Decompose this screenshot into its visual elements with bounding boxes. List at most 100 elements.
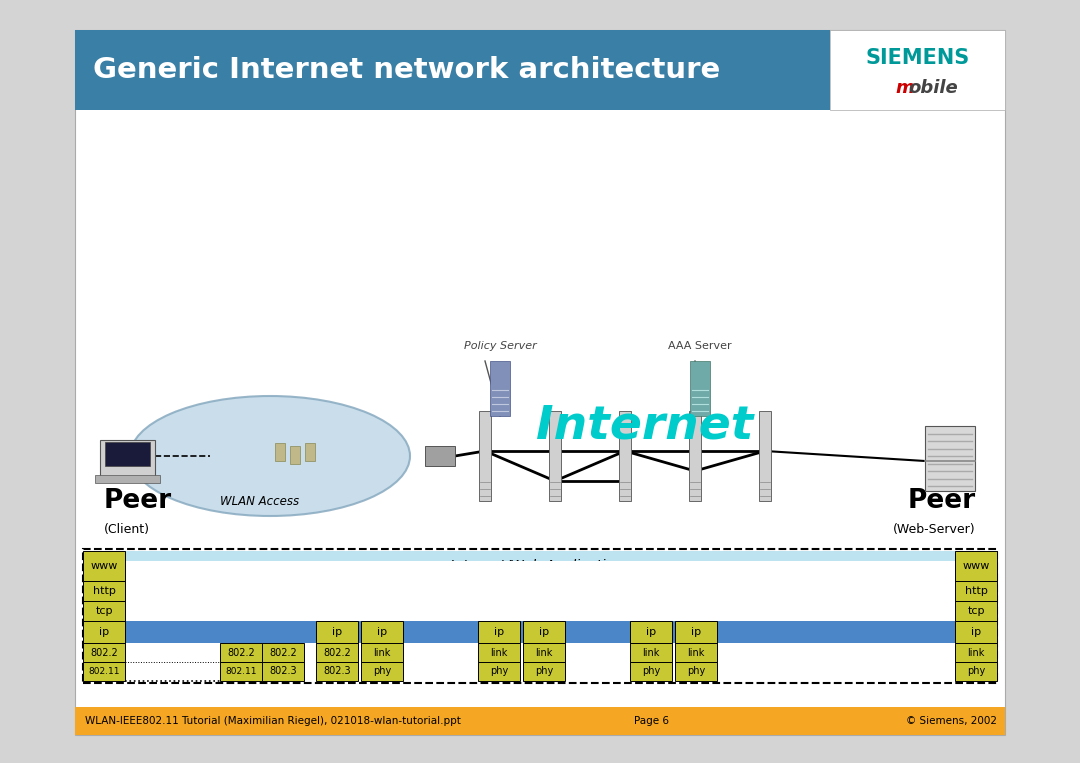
Bar bbox=[83, 551, 997, 581]
Bar bbox=[955, 662, 997, 681]
Text: 802.2: 802.2 bbox=[90, 648, 118, 658]
Text: WLAN Access: WLAN Access bbox=[220, 495, 299, 508]
Bar bbox=[490, 361, 510, 416]
Text: http: http bbox=[93, 586, 116, 596]
Text: ip: ip bbox=[377, 627, 387, 637]
Bar bbox=[630, 621, 672, 643]
Text: 802.2: 802.2 bbox=[227, 648, 255, 658]
Bar bbox=[291, 446, 300, 464]
Bar bbox=[690, 361, 710, 416]
Text: tcp: tcp bbox=[95, 606, 112, 616]
Text: ip: ip bbox=[971, 627, 981, 637]
Text: http: http bbox=[964, 586, 987, 596]
Text: ip: ip bbox=[99, 627, 109, 637]
Text: 802.2: 802.2 bbox=[269, 648, 297, 658]
Bar bbox=[630, 643, 672, 662]
Bar bbox=[83, 601, 125, 621]
Bar bbox=[83, 643, 125, 662]
Bar bbox=[924, 426, 975, 491]
Bar bbox=[83, 621, 125, 643]
Text: www: www bbox=[91, 561, 118, 571]
Bar bbox=[630, 662, 672, 681]
Text: Internet: Internet bbox=[537, 404, 754, 449]
Bar bbox=[523, 621, 565, 643]
Bar bbox=[83, 551, 125, 581]
Text: ip: ip bbox=[646, 627, 656, 637]
Bar bbox=[316, 662, 357, 681]
Bar bbox=[75, 30, 1005, 735]
Text: © Siemens, 2002: © Siemens, 2002 bbox=[906, 716, 997, 726]
Text: Generic Internet network architecture: Generic Internet network architecture bbox=[93, 56, 720, 84]
Bar bbox=[83, 549, 997, 683]
Bar bbox=[955, 601, 997, 621]
Text: Internet/Web Applications: Internet/Web Applications bbox=[450, 559, 630, 573]
Text: phy: phy bbox=[373, 667, 391, 677]
Bar bbox=[478, 643, 519, 662]
Text: phy: phy bbox=[535, 667, 553, 677]
Bar bbox=[125, 561, 955, 601]
Bar bbox=[361, 643, 403, 662]
Bar bbox=[675, 643, 717, 662]
Text: obile: obile bbox=[908, 79, 958, 97]
Ellipse shape bbox=[130, 396, 410, 516]
Bar bbox=[955, 581, 997, 601]
Text: www: www bbox=[962, 561, 989, 571]
Bar bbox=[83, 662, 125, 681]
Bar bbox=[361, 662, 403, 681]
Bar bbox=[689, 411, 701, 501]
Text: Peer: Peer bbox=[104, 488, 172, 514]
Bar bbox=[549, 411, 561, 501]
Bar bbox=[619, 411, 631, 501]
Text: m: m bbox=[895, 79, 914, 97]
Text: ip: ip bbox=[539, 627, 549, 637]
Text: (Client): (Client) bbox=[104, 523, 150, 536]
Bar bbox=[480, 411, 491, 501]
Text: link: link bbox=[536, 648, 553, 658]
Text: 802.3: 802.3 bbox=[269, 667, 297, 677]
Text: phy: phy bbox=[490, 667, 508, 677]
Bar bbox=[523, 643, 565, 662]
Text: link: link bbox=[490, 648, 508, 658]
Text: link: link bbox=[968, 648, 985, 658]
Bar bbox=[675, 662, 717, 681]
Bar bbox=[305, 443, 315, 461]
Bar bbox=[83, 621, 997, 643]
Bar bbox=[759, 411, 771, 501]
Text: Page 6: Page 6 bbox=[634, 716, 670, 726]
Bar bbox=[478, 621, 519, 643]
Text: WLAN-IEEE802.11 Tutorial (Maximilian Riegel), 021018-wlan-tutorial.ppt: WLAN-IEEE802.11 Tutorial (Maximilian Rie… bbox=[85, 716, 461, 726]
Bar bbox=[361, 621, 403, 643]
Bar bbox=[275, 443, 285, 461]
Bar bbox=[831, 30, 1005, 110]
Text: ip: ip bbox=[691, 627, 701, 637]
Bar bbox=[83, 581, 125, 601]
Bar bbox=[262, 662, 303, 681]
Bar bbox=[675, 621, 717, 643]
Text: phy: phy bbox=[642, 667, 660, 677]
Bar bbox=[105, 442, 150, 466]
Bar bbox=[75, 30, 831, 110]
Text: phy: phy bbox=[687, 667, 705, 677]
Text: AAA Server: AAA Server bbox=[669, 341, 732, 351]
Bar bbox=[565, 643, 630, 681]
Bar bbox=[316, 643, 357, 662]
Bar bbox=[717, 643, 955, 681]
Bar bbox=[316, 621, 357, 643]
Text: tcp: tcp bbox=[968, 606, 985, 616]
Text: 802.3: 802.3 bbox=[323, 667, 351, 677]
Text: (Web-Server): (Web-Server) bbox=[893, 523, 976, 536]
Bar bbox=[523, 662, 565, 681]
Text: Peer: Peer bbox=[908, 488, 976, 514]
Bar bbox=[220, 643, 262, 662]
Text: Policy Server: Policy Server bbox=[463, 341, 537, 351]
Text: ip: ip bbox=[494, 627, 504, 637]
Text: link: link bbox=[374, 648, 391, 658]
Bar bbox=[403, 643, 478, 681]
Text: link: link bbox=[643, 648, 660, 658]
Text: ip: ip bbox=[332, 627, 342, 637]
Text: link: link bbox=[687, 648, 704, 658]
Bar bbox=[478, 662, 519, 681]
Bar bbox=[100, 440, 156, 478]
Bar bbox=[262, 643, 303, 662]
Text: 802.11: 802.11 bbox=[89, 667, 120, 676]
